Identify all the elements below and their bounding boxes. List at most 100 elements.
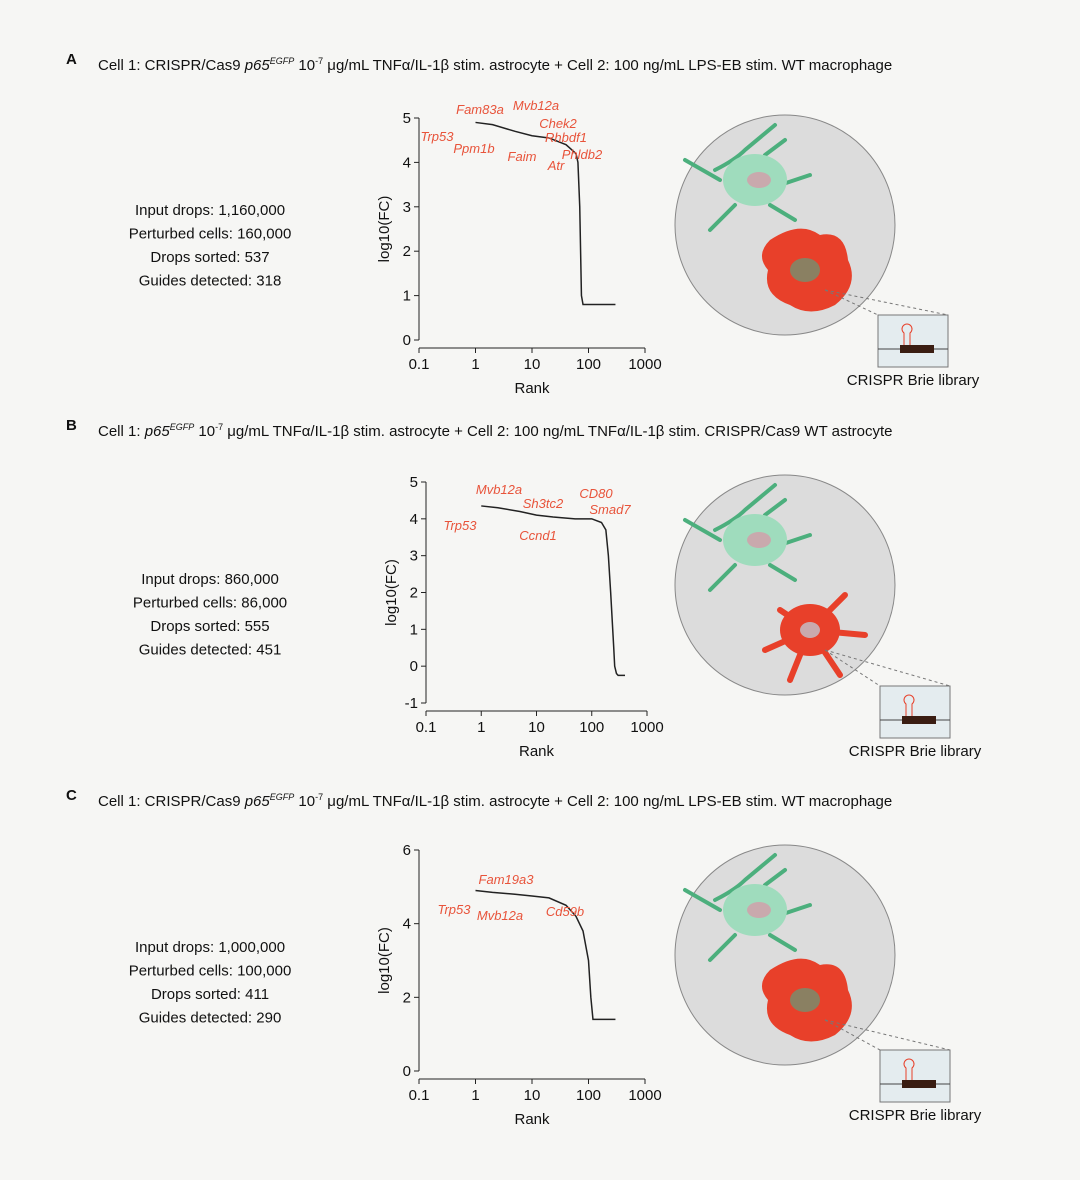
nucleus [790,258,820,282]
title-segment: -7 [315,56,323,66]
hairpin [901,323,913,345]
stat-line: Input drops: 1,000,000 [135,939,285,956]
guide [902,1080,936,1088]
zoom-line [824,649,951,687]
y-tick-label: 2 [403,989,411,1006]
guide [900,345,934,353]
nucleus [747,532,771,548]
x-tick-label: 100 [579,719,604,736]
rank-curve [481,505,626,677]
x-tick-label: 1000 [628,1087,661,1104]
x-axis-label: Rank [514,1111,550,1128]
y-tick-label: 4 [410,511,418,528]
nucleus [800,622,820,638]
rank-curve [475,889,616,1021]
y-tick-label: 5 [403,110,411,127]
y-tick-label: 3 [410,548,418,565]
dish [674,474,896,696]
gene-label: Faim [508,149,537,164]
stat-line: Drops sorted: 411 [151,986,269,1003]
title-segment: μg/mL TNFα/IL-1β stim. astrocyte + Cell … [323,793,892,810]
gene-label: Trp53 [421,129,455,144]
y-axis-label: log10(FC) [376,927,393,994]
rank-curve [475,121,616,306]
library-box [879,1049,951,1103]
astrocyte [683,483,812,592]
y-tick-label: -1 [405,695,418,712]
y-tick-label: 5 [410,474,418,491]
title-segment: -7 [315,792,323,802]
y-tick-label: 1 [410,621,418,638]
x-tick-label: 100 [576,356,601,373]
library-label: CRISPR Brie library [849,1107,982,1124]
title-segment: p65 [244,793,271,810]
title-segment: -7 [215,422,223,432]
illustration [674,474,951,739]
x-tick-label: 10 [528,719,545,736]
y-axis-label: log10(FC) [376,196,393,263]
stat-line: Guides detected: 318 [139,273,282,290]
x-tick-label: 0.1 [409,356,430,373]
title-segment: Cell 1: CRISPR/Cas9 [98,57,245,74]
stat-line: Guides detected: 290 [139,1010,282,1027]
title-segment: EGFP [270,792,295,802]
stat-line: Perturbed cells: 86,000 [133,595,287,612]
title-segment: 10 [194,423,215,440]
gene-label: CD80 [579,486,613,501]
panel-title: Cell 1: CRISPR/Cas9 p65EGFP 10-7 μg/mL T… [98,56,892,74]
title-segment: EGFP [170,422,195,432]
gene-label: Smad7 [589,502,631,517]
y-tick-label: 0 [403,1063,411,1080]
illustration [674,844,951,1103]
y-tick-label: 1 [403,288,411,305]
panel-label: C [66,787,77,804]
library-label: CRISPR Brie library [847,372,980,389]
nucleus [790,988,820,1012]
library-box [877,314,949,368]
x-tick-label: 1 [471,356,479,373]
gene-label: Fam19a3 [479,872,535,887]
title-segment: Cell 1: [98,423,145,440]
hairpin [903,694,915,716]
title-segment: p65 [244,57,271,74]
x-tick-label: 100 [576,1087,601,1104]
library-label: CRISPR Brie library [849,743,982,760]
nucleus [747,902,771,918]
x-tick-label: 1 [471,1087,479,1104]
y-tick-label: 3 [403,199,411,216]
gene-label: Cd59b [546,904,584,919]
stat-line: Drops sorted: 537 [150,249,269,266]
x-axis-label: Rank [519,743,555,760]
illustration [674,114,949,368]
stat-line: Drops sorted: 555 [150,618,269,635]
gene-label: Mvb12a [476,482,522,497]
gene-label: Chek2 [539,116,577,131]
title-segment: p65 [144,423,171,440]
title-segment: Cell 1: CRISPR/Cas9 [98,793,245,810]
gene-label: Mvb12a [477,908,523,923]
x-axis-label: Rank [514,380,550,397]
title-segment: EGFP [270,56,295,66]
y-tick-label: 0 [403,332,411,349]
panel-title: Cell 1: CRISPR/Cas9 p65EGFP 10-7 μg/mL T… [98,792,892,810]
stat-line: Guides detected: 451 [139,642,282,659]
gene-label: Atr [547,158,565,173]
gene-label: Trp53 [438,902,472,917]
gene-label: Trp53 [444,518,478,533]
gene-label: Mvb12a [513,98,559,113]
y-tick-label: 2 [410,585,418,602]
x-tick-label: 1000 [630,719,663,736]
title-segment: 10 [294,57,315,74]
title-segment: 10 [294,793,315,810]
x-tick-label: 1000 [628,356,661,373]
astrocyte [683,123,812,232]
y-tick-label: 0 [410,658,418,675]
hairpin [903,1058,915,1080]
gene-label: Ppm1b [453,141,494,156]
y-axis-label: log10(FC) [383,559,400,626]
stat-line: Input drops: 860,000 [141,571,279,588]
panel-title: Cell 1: p65EGFP 10-7 μg/mL TNFα/IL-1β st… [98,422,893,440]
stat-line: Perturbed cells: 100,000 [129,963,292,980]
